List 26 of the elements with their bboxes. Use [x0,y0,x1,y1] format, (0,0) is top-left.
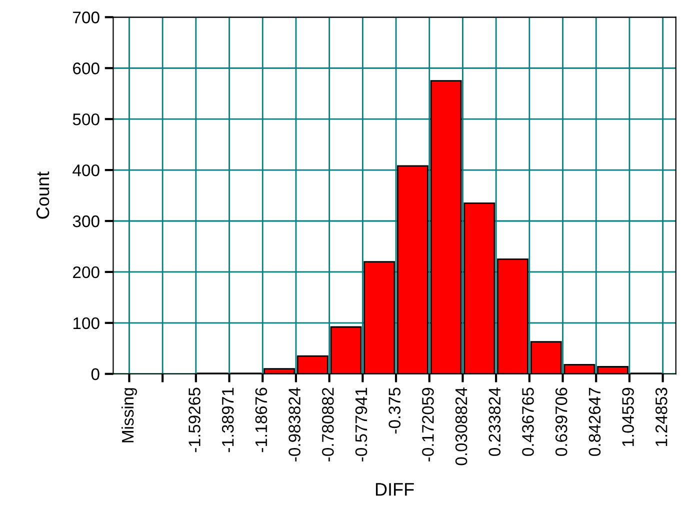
y-tick-label: 300 [72,215,100,228]
x-tick-label: -1.59265 [188,388,200,452]
y-tick-label: 0 [91,368,100,380]
x-tick-label: -0.780882 [322,388,334,462]
y-tick-label: 700 [73,12,100,24]
x-tick-label: -1.38971 [222,388,234,452]
x-tick-label: -0.375 [388,388,400,434]
x-tick-label: -0.172059 [422,388,434,462]
y-tick-label: 600 [73,62,100,74]
x-tick-label: 0.436765 [522,388,534,456]
x-tick-label: -0.577941 [355,388,368,462]
x-tick-label: -1.18676 [255,388,268,452]
y-tick-label: 400 [72,164,100,176]
x-tick-label: 1.04559 [622,388,634,446]
y-tick-label: 100 [73,317,100,330]
y-tick-label: 200 [73,266,100,278]
y-axis-title: Count [36,172,50,219]
x-tick-label: -0.983824 [288,388,300,462]
x-tick-label: 0.842647 [588,388,601,456]
x-tick-label: Missing [121,388,137,442]
x-tick-label: 0.233824 [488,388,501,456]
x-axis-title: DIFF [376,483,414,496]
x-tick-label: 1.24853 [655,388,668,446]
y-tick-label: 500 [72,113,100,126]
x-tick-label: 0.0308824 [455,388,468,466]
x-tick-label: 0.639706 [555,388,568,456]
